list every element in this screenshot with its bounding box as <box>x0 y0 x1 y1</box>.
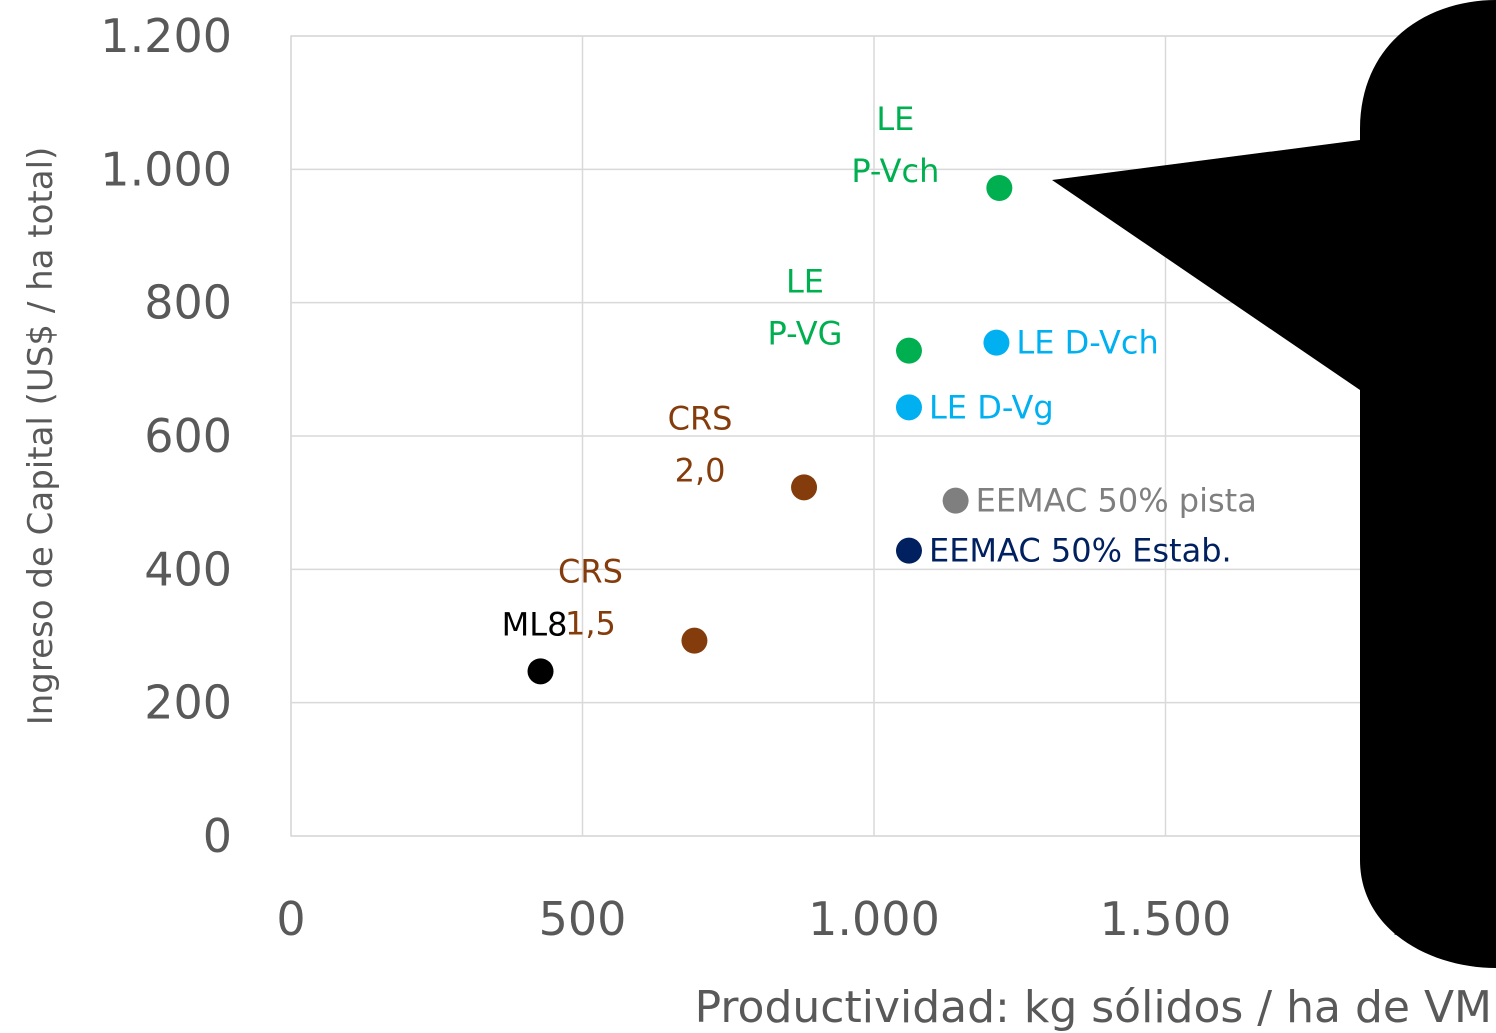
data-point <box>527 658 554 685</box>
point-label: EEMAC 50% pista <box>976 482 1257 520</box>
y-tick-label: 1.000 <box>100 142 232 196</box>
data-point <box>942 487 969 514</box>
y-tick-label: 0 <box>203 809 232 863</box>
data-point <box>895 394 922 421</box>
y-tick-label: 800 <box>144 276 232 330</box>
x-tick-label: 0 <box>276 892 305 946</box>
data-point <box>895 337 922 364</box>
point-label: EEMAC 50% Estab. <box>929 532 1232 570</box>
callout-bullet-glyph: • <box>1428 616 1437 646</box>
data-point <box>791 474 818 501</box>
callout-bullet-glyph: • <box>1428 559 1437 589</box>
point-label: CRS <box>558 553 623 591</box>
x-tick-label: 1.000 <box>808 892 940 946</box>
callout-bullet-text: C <box>1484 560 1496 596</box>
callout-bullet-glyph: • <box>1428 161 1437 191</box>
y-axis-title: Ingreso de Capital (US$ / ha total) <box>21 147 61 726</box>
callout-bullet-text: L <box>1484 674 1496 710</box>
point-label: P-Vch <box>851 152 939 190</box>
callout-bullet-text: L <box>1484 221 1496 257</box>
point-label: CRS <box>668 399 733 437</box>
callout-bullet-glyph: • <box>1428 673 1437 703</box>
y-tick-label: 400 <box>144 542 232 596</box>
point-label: LE D-Vch <box>1016 324 1158 362</box>
y-axis-ticks: 0 200 400 600 800 1.000 1.200 <box>100 9 232 863</box>
data-point <box>983 329 1010 356</box>
callout-bullet-glyph: • <box>1428 503 1437 533</box>
x-axis-title: Productividad: kg sólidos / ha de VM <box>695 982 1492 1033</box>
callout-bullet-glyph: • <box>1428 446 1437 476</box>
data-points: ML8 CRS 1,5 CRS 2,0 LE P-VG LE P-Vch LE D-Vch LE D… <box>502 100 1257 685</box>
x-tick-label: 500 <box>539 892 627 946</box>
callout-bullet-text: L <box>1484 617 1496 653</box>
data-point <box>681 627 708 654</box>
y-tick-label: 600 <box>144 409 232 463</box>
point-label: LE D-Vg <box>929 388 1054 426</box>
callout-bullet-text: L <box>1484 447 1496 483</box>
point-label: LE <box>786 263 824 301</box>
point-label: ML8 <box>502 605 568 643</box>
callout-bullet-glyph: • <box>1428 220 1437 250</box>
callout-tail-fragment: s <box>1484 796 1496 832</box>
callout-tail-text: as <box>1484 736 1496 832</box>
point-label: P-VG <box>768 315 843 353</box>
point-label: LE <box>876 100 914 138</box>
x-tick-label: 1.500 <box>1100 892 1232 946</box>
point-label: 2,0 <box>675 451 726 489</box>
point-label: 1,5 <box>565 605 616 643</box>
y-tick-label: 200 <box>144 676 232 730</box>
data-point <box>986 175 1013 201</box>
callout-bullet-text: L <box>1484 504 1496 540</box>
callout-bullet-list: • C • L • L • L • C • L • L <box>1428 161 1496 710</box>
callout-box: CAR • C • L • L • L • C • L • L as <box>1052 0 1496 968</box>
data-point <box>895 537 922 564</box>
callout-bullet-text: C <box>1484 162 1496 198</box>
callout-tail-fragment: a <box>1484 736 1496 772</box>
callout-heading: CAR <box>1427 107 1492 140</box>
y-tick-label: 1.200 <box>100 9 232 63</box>
